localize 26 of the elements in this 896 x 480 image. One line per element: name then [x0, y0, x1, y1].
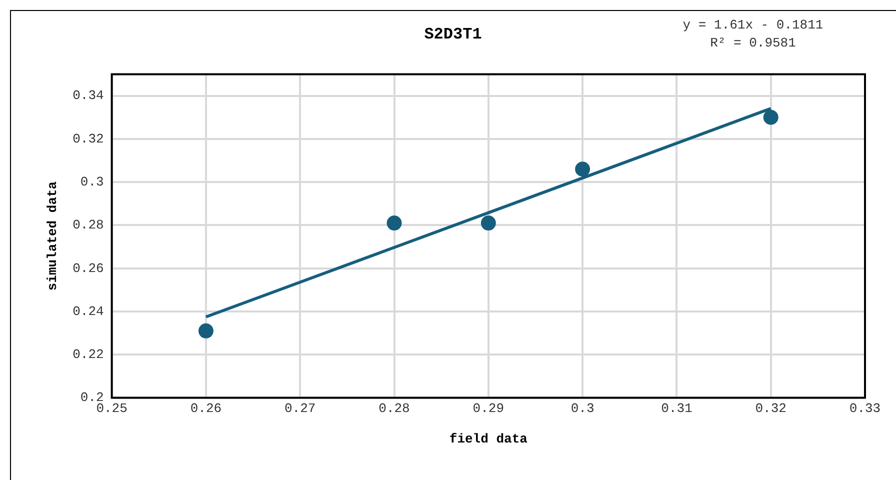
point [386, 216, 402, 231]
text: R² = 0.9581 [710, 35, 796, 50]
y-tick-label: 0.22 [72, 347, 104, 362]
x-tick-label: 0.32 [755, 401, 786, 416]
x-tick-label: 0.33 [849, 401, 881, 416]
point [480, 216, 496, 231]
y-tick-label: 0.34 [72, 88, 104, 104]
x-axis-title: field data [449, 431, 528, 446]
x-tick-label: 0.26 [190, 401, 222, 416]
x-tick-label: 0.31 [661, 401, 692, 416]
text: y = 1.61x - 0.1811 [682, 17, 824, 32]
y-tick-label: 0.3 [80, 174, 104, 190]
y-tick-label: 0.28 [72, 218, 104, 233]
x-tick-label: 0.28 [378, 401, 410, 416]
y-axis-title: simulated data [45, 181, 60, 291]
y-tick-label: 0.24 [72, 304, 104, 319]
x-tick-label: 0.3 [570, 401, 594, 416]
chart-title: S2D3T1 [424, 26, 482, 44]
y-tick-label: 0.32 [72, 131, 104, 146]
point [198, 323, 214, 338]
x-tick-label: 0.27 [284, 401, 316, 416]
point [575, 162, 590, 177]
x-tick-label: 0.29 [472, 401, 504, 416]
point [763, 110, 778, 125]
y-tick-label: 0.26 [72, 260, 104, 276]
x-tick-label: 0.25 [96, 401, 128, 416]
